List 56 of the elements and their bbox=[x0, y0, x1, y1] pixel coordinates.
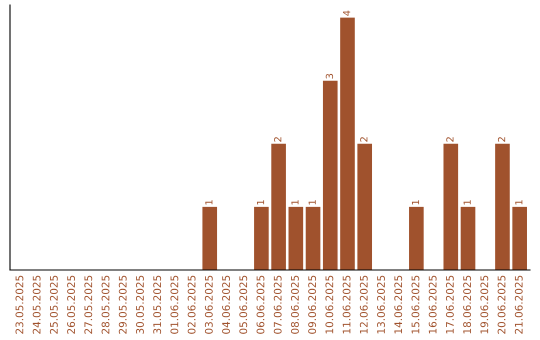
x-tick-label: 02.06.2025 bbox=[188, 276, 196, 334]
x-tick-label: 23.05.2025 bbox=[15, 276, 24, 334]
bar bbox=[306, 206, 320, 270]
x-tick-label: 09.06.2025 bbox=[308, 276, 316, 334]
x-tick-label: 21.06.2025 bbox=[514, 276, 523, 334]
x-tick-label: 20.06.2025 bbox=[498, 276, 506, 334]
bar bbox=[357, 144, 372, 270]
x-tick-label: 01.06.2025 bbox=[170, 276, 178, 334]
x-tick-label: 07.06.2025 bbox=[274, 276, 282, 334]
x-tick-label: 06.06.2025 bbox=[256, 276, 264, 334]
x-tick-label: 14.06.2025 bbox=[394, 276, 402, 334]
bar bbox=[254, 206, 269, 270]
x-tick-label: 25.05.2025 bbox=[50, 276, 58, 334]
x-tick-label: 24.05.2025 bbox=[32, 276, 41, 334]
x-tick-label: 03.06.2025 bbox=[204, 276, 213, 334]
data-label: 1 bbox=[205, 200, 212, 204]
data-label: 2 bbox=[360, 137, 368, 142]
data-label: 1 bbox=[256, 200, 264, 204]
x-tick-label: 15.06.2025 bbox=[412, 276, 420, 334]
bar bbox=[443, 144, 458, 270]
x-tick-label: 30.05.2025 bbox=[136, 276, 144, 334]
data-label: 1 bbox=[515, 200, 522, 204]
bar bbox=[512, 206, 527, 270]
x-tick-label: 04.06.2025 bbox=[222, 276, 230, 334]
data-label: 1 bbox=[464, 200, 471, 204]
x-tick-label: 12.06.2025 bbox=[360, 276, 368, 334]
bar bbox=[495, 144, 510, 270]
bar bbox=[202, 206, 218, 270]
bar bbox=[340, 18, 355, 270]
x-tick-label: 19.06.2025 bbox=[480, 276, 488, 334]
x-tick-label: 17.06.2025 bbox=[446, 276, 454, 334]
bar bbox=[409, 206, 424, 270]
x-tick-label: 08.06.2025 bbox=[290, 276, 299, 334]
data-label: 1 bbox=[412, 200, 420, 204]
x-tick-label: 11.06.2025 bbox=[342, 276, 351, 334]
x-tick-label: 26.05.2025 bbox=[67, 276, 76, 334]
x-tick-label: 10.06.2025 bbox=[325, 276, 334, 334]
data-label: 3 bbox=[326, 74, 334, 79]
data-label: 1 bbox=[291, 200, 299, 204]
x-tick-label: 16.06.2025 bbox=[428, 276, 437, 334]
x-tick-label: 05.06.2025 bbox=[239, 276, 248, 334]
x-tick-label: 13.06.2025 bbox=[377, 276, 385, 334]
x-tick-label: 27.05.2025 bbox=[84, 276, 92, 334]
data-label: 2 bbox=[274, 137, 282, 142]
bar bbox=[322, 80, 338, 270]
data-label: 1 bbox=[308, 200, 316, 204]
bar bbox=[288, 206, 304, 270]
x-tick-label: 31.05.2025 bbox=[153, 276, 162, 334]
data-label: 2 bbox=[446, 137, 454, 142]
bar bbox=[460, 206, 476, 270]
x-tick-label: 18.06.2025 bbox=[463, 276, 472, 334]
x-tick-label: 29.05.2025 bbox=[118, 276, 127, 334]
bar bbox=[271, 144, 286, 270]
data-label: 4 bbox=[343, 10, 350, 16]
x-tick-label: 28.05.2025 bbox=[102, 276, 110, 334]
data-label: 2 bbox=[498, 137, 506, 142]
